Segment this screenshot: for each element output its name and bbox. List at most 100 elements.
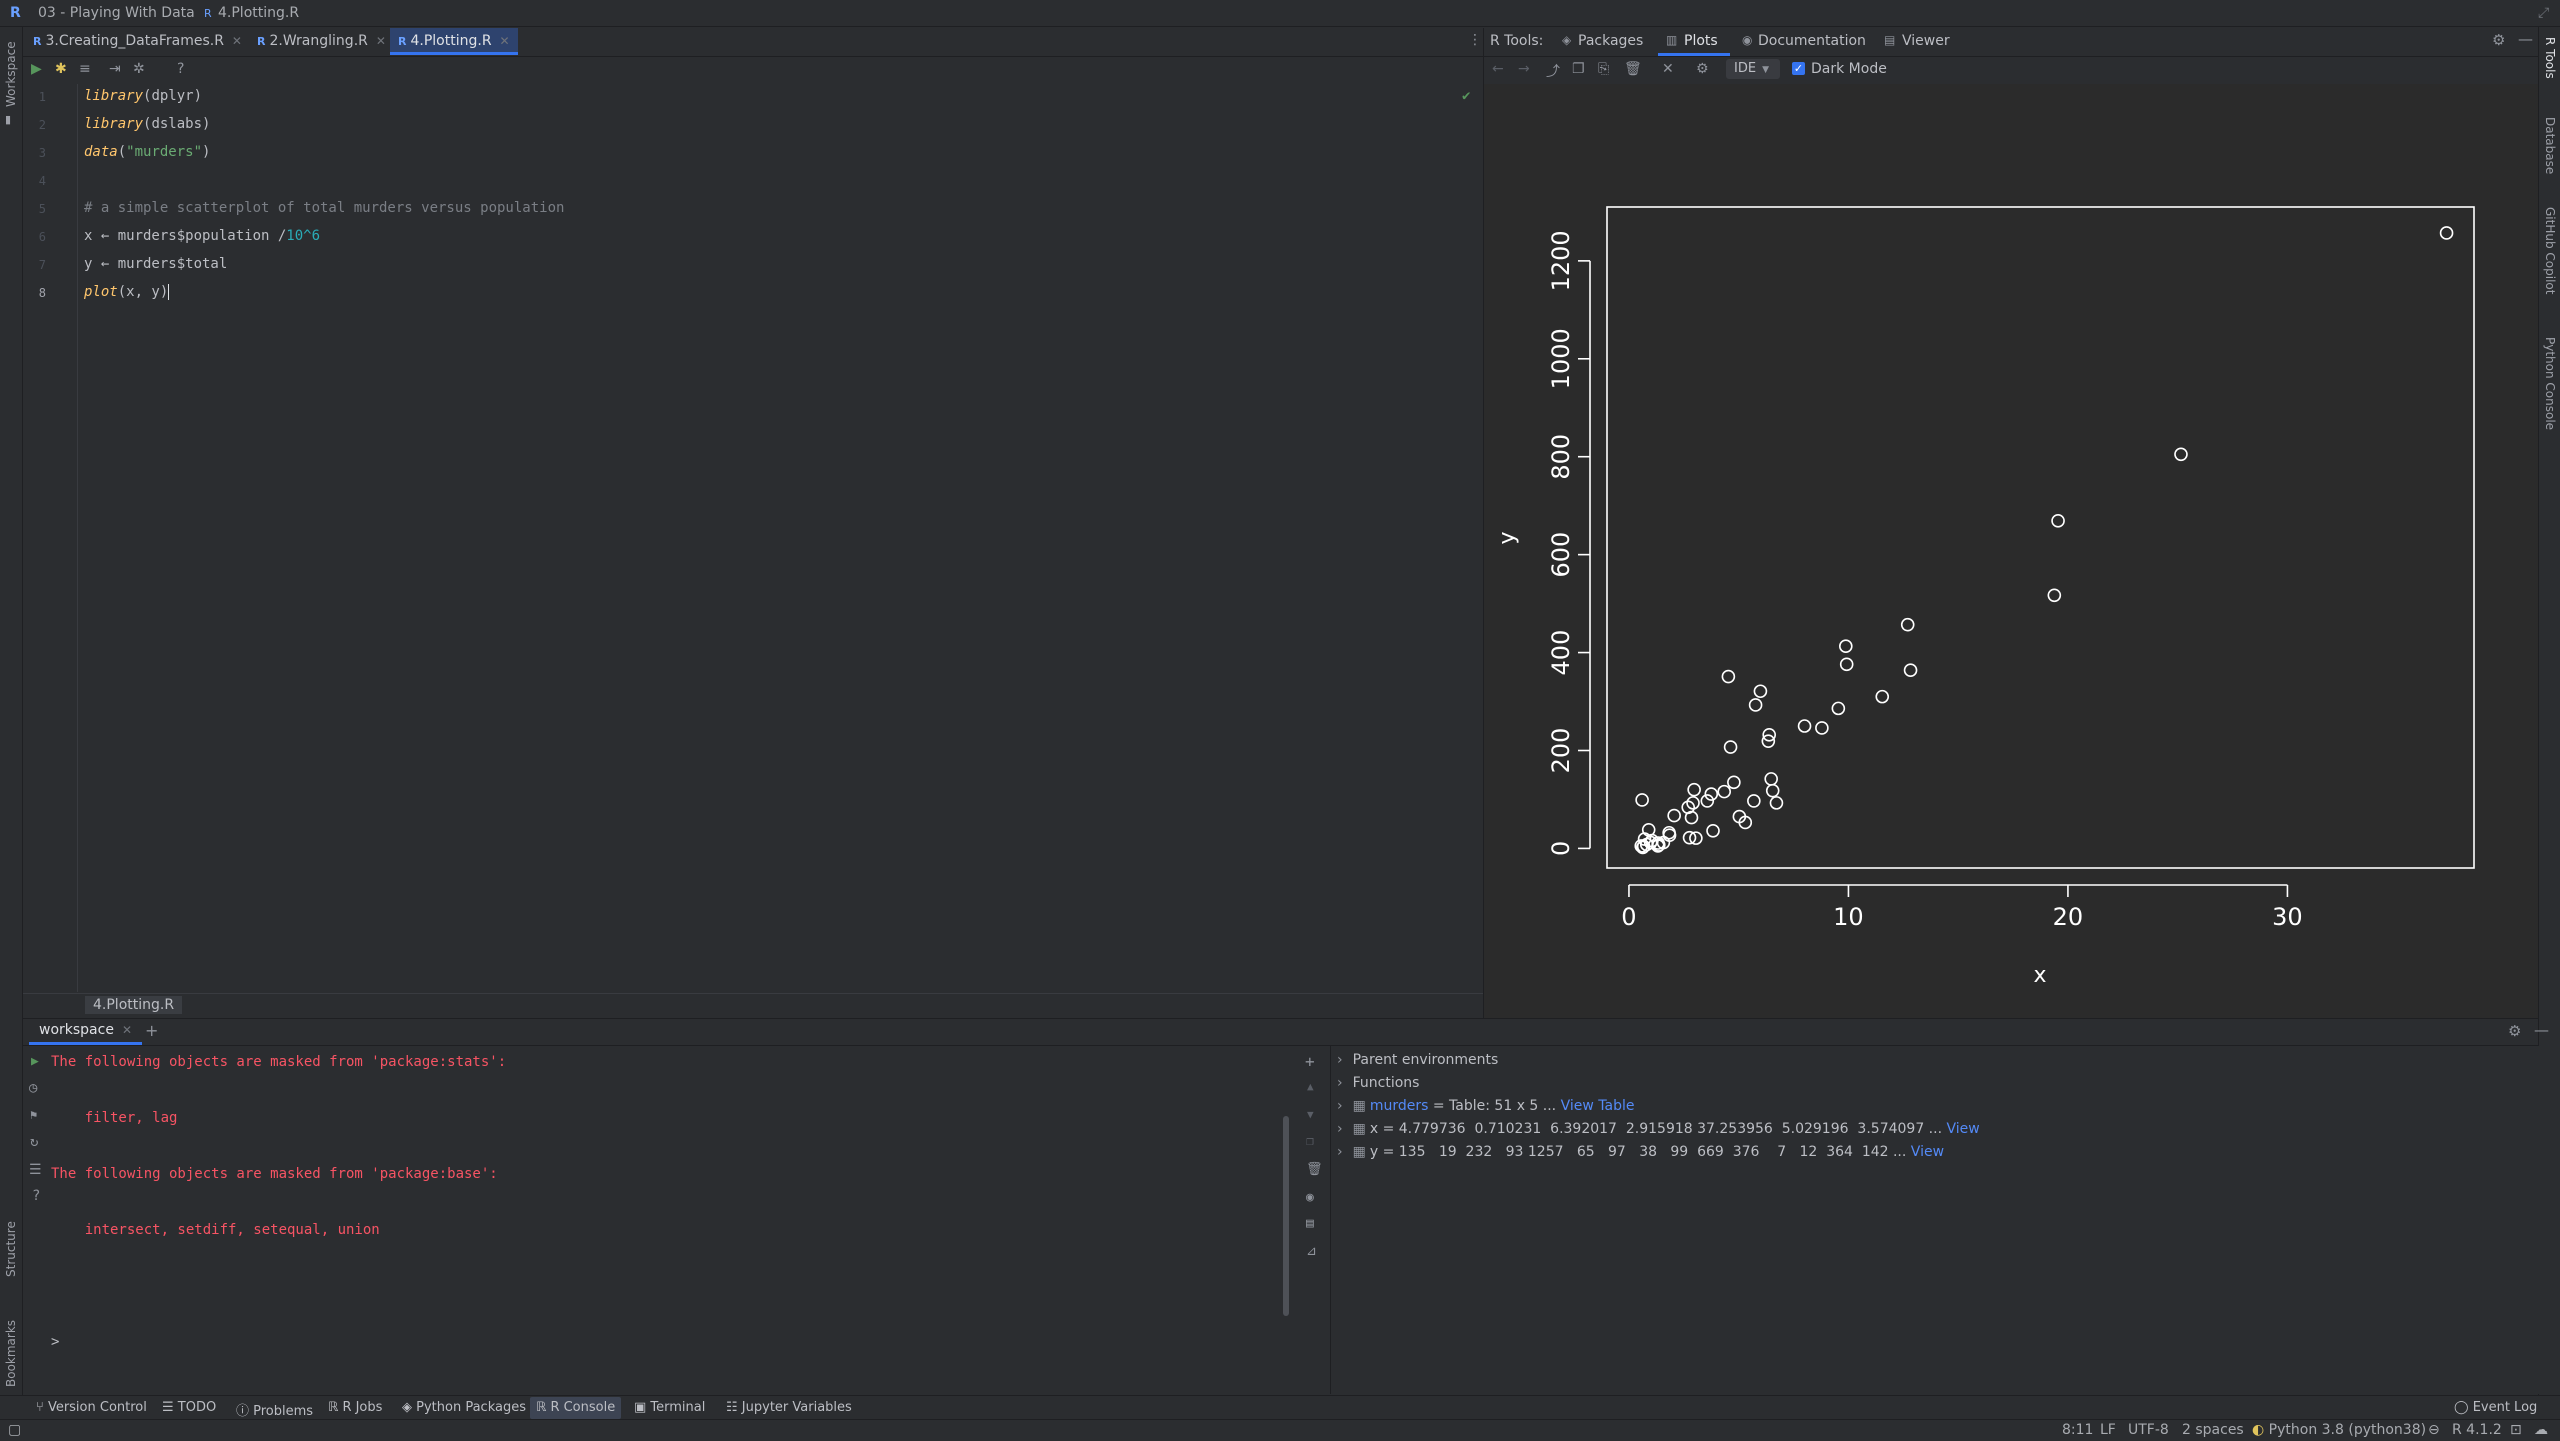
help-icon[interactable]: ?	[32, 1188, 41, 1204]
project-name[interactable]: 03 - Playing With Data	[38, 5, 195, 21]
no-problems-check-icon[interactable]: ✔	[1462, 88, 1471, 104]
tab-documentation[interactable]: Documentation	[1758, 33, 1866, 49]
tab-packages[interactable]: Packages	[1578, 33, 1644, 49]
top-bottom-splitter[interactable]	[23, 1018, 2538, 1019]
folder-icon[interactable]: ▮	[5, 113, 12, 126]
history-icon[interactable]: ◷	[29, 1080, 38, 1096]
close-icon[interactable]: ✕	[499, 34, 510, 48]
memory-icon[interactable]: ⊡	[2510, 1422, 2522, 1438]
format-icon[interactable]: ☰	[29, 1162, 42, 1178]
python-console-tool-label[interactable]: Python Console	[2543, 337, 2557, 431]
rerun-icon[interactable]: ▶	[31, 1054, 39, 1069]
clear-all-icon[interactable]: ✕	[1662, 61, 1674, 77]
file-encoding[interactable]: UTF-8	[2128, 1422, 2169, 1438]
table-icon[interactable]: ▤	[1306, 1216, 1314, 1231]
version-control-tool[interactable]: ⑂ Version Control	[36, 1400, 147, 1415]
run-icon[interactable]: ▶	[31, 61, 42, 77]
debug-icon[interactable]: ✱	[55, 61, 67, 77]
editor-plots-splitter[interactable]	[1483, 28, 1484, 1018]
python-interpreter[interactable]: ◐ Python 3.8 (python38)	[2252, 1422, 2426, 1438]
console-prompt[interactable]: >	[51, 1334, 60, 1350]
copy-icon[interactable]: ❐	[1306, 1134, 1314, 1149]
view-icon[interactable]: ◉	[1306, 1190, 1314, 1205]
functions-row[interactable]: › Functions	[1337, 1075, 1419, 1091]
delete-icon[interactable]: 🗑	[1624, 61, 1642, 77]
jupyter-variables-tool[interactable]: ☷ Jupyter Variables	[726, 1400, 852, 1415]
title-file-name[interactable]: 4.Plotting.R	[218, 5, 300, 21]
tab-creating-dataframes[interactable]: R 3.Creating_DataFrames.R ✕	[25, 28, 250, 55]
minimize-icon[interactable]: —	[2534, 1021, 2549, 1039]
help-icon[interactable]: ?	[177, 61, 185, 77]
workspace-tool-label[interactable]: Workspace	[4, 41, 18, 107]
tab-plotting[interactable]: R 4.Plotting.R ✕	[390, 28, 518, 55]
breadcrumb-file[interactable]: 4.Plotting.R	[85, 996, 183, 1014]
r-version[interactable]: R 4.1.2	[2452, 1422, 2502, 1438]
murders-variable-row[interactable]: › ▦ murders = Table: 51 x 5 ... View Table	[1337, 1098, 1634, 1114]
scroll-up-icon[interactable]: ▲	[1307, 1080, 1314, 1093]
run-to-end-icon[interactable]: ⇥	[109, 61, 121, 77]
todo-tool[interactable]: ☰ TODO	[162, 1400, 217, 1415]
interrupt-icon[interactable]: ⚑	[30, 1108, 38, 1122]
gear-icon[interactable]: ⚙	[2492, 31, 2506, 49]
debug-selection-icon[interactable]: ✲	[133, 61, 145, 77]
toggle-panels-icon[interactable]: ▢	[8, 1422, 22, 1438]
database-tool-label[interactable]: Database	[2543, 117, 2557, 175]
tab-options-icon[interactable]: ⋮	[1468, 32, 1482, 48]
add-tab-icon[interactable]: +	[145, 1021, 159, 1040]
run-lines-icon[interactable]: ≡	[79, 61, 91, 77]
tab-viewer[interactable]: Viewer	[1902, 33, 1950, 49]
y-variable-row[interactable]: › ▦ y = 135 19 232 93 1257 65 97 38 99 669…	[1337, 1144, 1944, 1160]
delete-icon[interactable]: 🗑	[1306, 1162, 1323, 1177]
rtools-tool-label[interactable]: R Tools	[2543, 37, 2557, 79]
minimize-icon[interactable]: —	[2518, 30, 2533, 48]
code-line-5[interactable]: # a simple scatterplot of total murders …	[84, 200, 565, 216]
line-separator[interactable]: LF	[2100, 1422, 2116, 1438]
code-line-8[interactable]: plot(x, y)	[84, 284, 170, 300]
tab-wrangling[interactable]: R 2.Wrangling.R ✕	[249, 28, 394, 55]
code-line-1[interactable]: library(dplyr)	[84, 88, 202, 104]
code-line-7[interactable]: y ← murders$total	[84, 256, 228, 272]
close-icon[interactable]: ✕	[375, 34, 386, 48]
x-variable-row[interactable]: › ▦ x = 4.779736 0.710231 6.392017 2.91591…	[1337, 1121, 1980, 1137]
dark-mode-label[interactable]: Dark Mode	[1811, 61, 1887, 77]
forward-arrow-icon[interactable]: →	[1518, 61, 1530, 77]
problems-tool[interactable]: ⓘ Problems	[236, 1404, 314, 1419]
r-console[interactable]: ▶ ◷ ⚑ ↻ ☰ ? The following objects are ma…	[23, 1046, 1323, 1394]
tab-workspace[interactable]: workspace ✕	[29, 1019, 143, 1045]
copilot-tool-label[interactable]: GitHub Copilot	[2543, 207, 2557, 295]
plot-settings-icon[interactable]: ⚙	[1696, 61, 1709, 77]
parent-environments-row[interactable]: › Parent environments	[1337, 1052, 1498, 1068]
plot-viewport[interactable]: 0 10 20 30 0 200 400 600 800 1000 1200 x y	[1484, 84, 2538, 1018]
indent-setting[interactable]: 2 spaces	[2182, 1422, 2244, 1438]
close-icon[interactable]: ✕	[121, 1023, 133, 1037]
terminal-tool[interactable]: ▣ Terminal	[634, 1400, 706, 1415]
export-icon[interactable]: ⤴	[1546, 64, 1560, 80]
bookmarks-tool-label[interactable]: Bookmarks	[4, 1319, 18, 1387]
clone-icon[interactable]: ⎘	[1598, 61, 1610, 77]
chart-icon[interactable]: ⊿	[1306, 1244, 1317, 1259]
dark-mode-checkbox[interactable]: ✓	[1792, 62, 1805, 75]
view-link[interactable]: View	[1910, 1144, 1945, 1160]
close-icon[interactable]: ✕	[231, 34, 242, 48]
code-line-2[interactable]: library(dslabs)	[84, 116, 210, 132]
scroll-down-icon[interactable]: ▼	[1307, 1108, 1314, 1121]
add-icon[interactable]: +	[1305, 1052, 1315, 1071]
view-link[interactable]: View	[1946, 1121, 1980, 1137]
caret-position[interactable]: 8:11	[2062, 1422, 2094, 1438]
restart-icon[interactable]: ↻	[30, 1134, 39, 1150]
notifications-icon[interactable]: ☁	[2534, 1422, 2548, 1438]
view-table-link[interactable]: View Table	[1560, 1098, 1635, 1114]
code-line-3[interactable]: data("murders")	[84, 144, 210, 160]
maximize-icon[interactable]: ⤢	[2538, 5, 2550, 21]
copy-icon[interactable]: ❐	[1572, 61, 1585, 77]
structure-tool-label[interactable]: Structure	[4, 1221, 18, 1277]
ide-select[interactable]: IDE ▼	[1726, 59, 1780, 79]
code-editor[interactable]: 1 library(dplyr) 2 library(dslabs) 3 dat…	[39, 84, 1483, 992]
lock-icon[interactable]: ⊖	[2428, 1422, 2440, 1438]
r-jobs-tool[interactable]: ℝ R Jobs	[328, 1400, 383, 1415]
python-packages-tool[interactable]: ◈ Python Packages	[402, 1400, 526, 1415]
back-arrow-icon[interactable]: ←	[1492, 61, 1504, 77]
r-console-tool[interactable]: ℝ R Console	[530, 1397, 622, 1419]
gear-icon[interactable]: ⚙	[2508, 1022, 2522, 1040]
tab-plots[interactable]: Plots	[1684, 33, 1718, 49]
